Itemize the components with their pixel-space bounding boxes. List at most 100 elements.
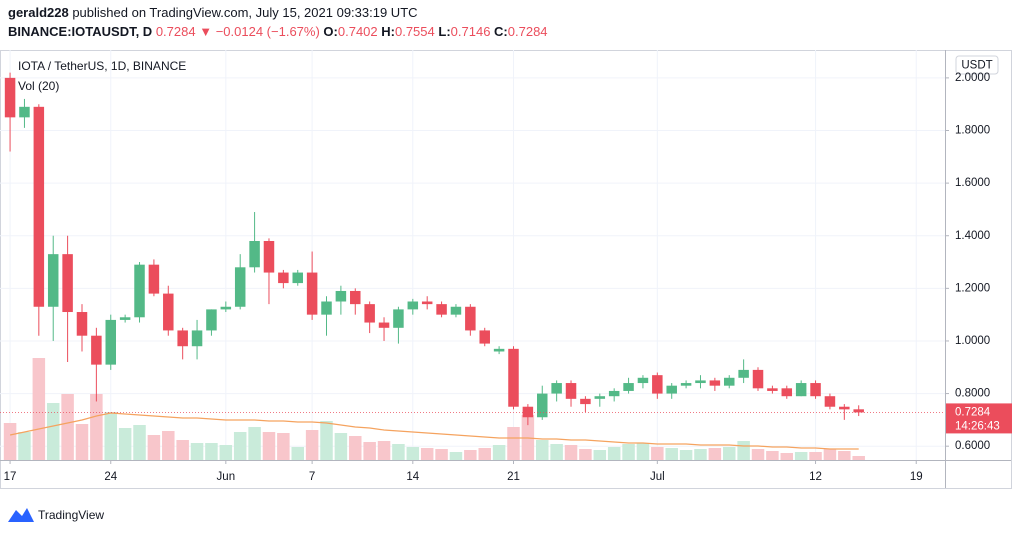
high-label: H: [381,24,395,39]
high-value: 0.7554 [395,24,435,39]
volume-bar [277,433,290,460]
volume-bar [3,423,17,460]
volume-bar [305,430,319,460]
volume-bar [579,449,592,460]
volume-bar [593,450,607,460]
candle-body [278,272,289,284]
volume-bar [162,431,175,460]
volume-bar [406,447,420,460]
volume-bar [722,447,736,460]
volume-bar [507,427,520,460]
candle-body [795,383,807,397]
volume-bar [233,432,247,460]
candle-body [249,240,260,268]
candle-body [824,396,836,407]
currency-box [955,55,999,75]
candle-body [537,393,548,418]
volume-bar [32,358,46,460]
volume-bar [46,403,60,460]
volume-bar [262,432,276,460]
candle-body [378,322,390,328]
low-label: L: [438,24,450,39]
volume-bar [334,433,348,460]
y-tick-label: 1.2000 [955,282,990,294]
volume-legend: Vol (20) [18,79,59,93]
candle-body [839,406,850,410]
volume-bar [435,449,448,460]
candle-body [608,390,620,397]
volume-bar [248,427,261,460]
candle-body [105,319,117,365]
volume-bar [564,445,578,460]
volume-bar [219,445,233,460]
y-tick-label: 1.4000 [955,230,990,242]
candle-body [33,106,45,307]
candle-body [767,388,778,391]
volume-bar [751,449,765,460]
volume-bar [291,447,304,460]
volume-bar [147,435,161,460]
quote-line: BINANCE:IOTAUSDT, D 0.7284 ▼ −0.0124 (−1… [8,24,548,39]
candle-body [19,106,30,118]
volume-bar [780,453,794,460]
candle-body [436,304,447,315]
change: −0.0124 (−1.67%) [216,24,320,39]
volume-bar [61,394,74,460]
candle-body [177,330,188,347]
volume-bar [852,456,865,460]
volume-bar [363,442,376,460]
volume-bar [118,428,132,460]
volume-bar [176,440,189,460]
open-value: 0.7402 [338,24,378,39]
candle-body [62,254,73,313]
published: published on TradingView.com, July 15, 2… [72,5,417,20]
x-tick-label: 7 [309,471,315,483]
candle-body [393,309,404,328]
volume-bar [478,448,491,460]
y-tick-label: 2.0000 [955,72,990,84]
chart-title: IOTA / TetherUS, 1D, BINANCE [18,59,186,73]
volume-bar [90,394,103,460]
y-tick-label: 1.8000 [955,125,990,137]
volume-bar [823,449,837,460]
volume-bar [665,448,678,460]
last-price-box [946,403,1012,434]
candle-body [695,380,706,384]
x-tick-label: 19 [910,471,923,483]
candle-body [292,272,303,284]
volume-bar [536,440,549,460]
currency: USDT [961,60,992,72]
candle-body [335,290,347,302]
candle-body [47,254,59,307]
candle-body [594,396,606,399]
volume-bar [205,443,218,460]
last-price-label: 0.7284 [955,406,991,418]
candle-body [623,383,634,391]
candle-body [493,348,505,352]
candle-body [263,240,275,273]
candle-body [206,309,217,331]
symbol: BINANCE:IOTAUSDT, D [8,24,152,39]
y-tick-label: 0.8000 [955,388,990,400]
candle-body [407,301,419,310]
author: gerald228 [8,5,69,20]
candle-body [364,304,375,323]
close-value: 0.7284 [508,24,548,39]
volume-bar [449,452,463,460]
volume-bar [708,448,722,460]
x-tick-label: 17 [4,471,17,483]
y-tick-label: 1.0000 [955,335,990,347]
candle-body [810,383,821,397]
x-tick-label: Jun [217,471,236,483]
candle-body [666,385,677,394]
candle-body [450,306,462,315]
candle-body [853,409,864,413]
candle-body [191,330,203,347]
candle-body [551,383,562,394]
volume-bar [464,450,477,460]
volume-bar [377,441,391,460]
candle-body [4,77,16,118]
chart-frame [0,50,1012,489]
volume-bar [492,445,506,460]
last-price: 0.7284 [156,24,196,39]
